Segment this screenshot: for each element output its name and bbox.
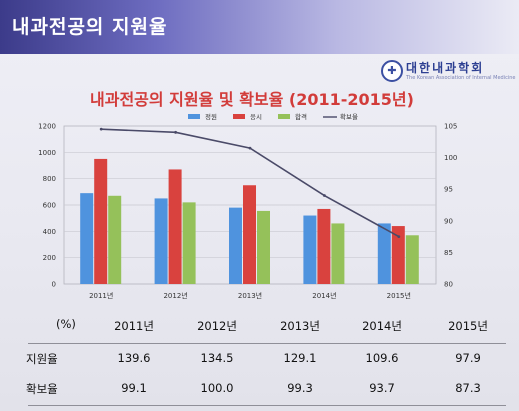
- retention-rate-point: [323, 194, 326, 197]
- retention-rate-point: [174, 130, 178, 134]
- x-tick-label: 2013년: [238, 291, 262, 300]
- table-row-label: 확보율: [26, 382, 58, 396]
- society-emblem-icon: ✚: [381, 60, 403, 82]
- legend-label: 응시: [250, 113, 262, 121]
- y-left-tick-label: 1000: [38, 149, 56, 157]
- retention-rate-point: [248, 146, 252, 150]
- x-tick-label: 2015년: [387, 291, 411, 300]
- society-english-name: The Korean Association of Internal Medic…: [406, 75, 516, 81]
- bar-1: [229, 207, 242, 284]
- y-left-tick-label: 800: [43, 175, 56, 183]
- legend-swatch: [278, 114, 290, 119]
- bar-3: [405, 235, 419, 284]
- table-cell: 109.6: [365, 351, 399, 365]
- header-band: 내과전공의 지원율: [0, 0, 519, 54]
- bar-2: [391, 226, 405, 284]
- chart-title: 내과전공의 지원율 및 확보율 (2011-2015년): [90, 90, 414, 109]
- table-cell: 87.3: [455, 381, 481, 395]
- society-logo: ✚ 대한내과학회 The Korean Association of Inter…: [381, 59, 516, 85]
- table-year-header: 2015년: [448, 319, 488, 333]
- y-right-tick-label: 90: [444, 217, 453, 225]
- x-tick-label: 2014년: [312, 291, 336, 300]
- y-left-tick-label: 200: [43, 254, 56, 262]
- y-right-tick-label: 85: [444, 249, 453, 257]
- bar-2: [243, 185, 256, 284]
- bar-2: [168, 169, 182, 284]
- y-left-tick-label: 600: [43, 202, 56, 210]
- y-left-tick-label: 0: [52, 281, 56, 289]
- society-name: 대한내과학회: [406, 61, 485, 75]
- x-tick-label: 2011년: [89, 291, 113, 300]
- table-year-header: 2013년: [280, 319, 320, 333]
- table-cell: 99.1: [121, 381, 147, 395]
- y-left-tick-label: 400: [43, 228, 56, 236]
- legend-label: 정원: [205, 112, 217, 121]
- table-year-header: 2011년: [114, 319, 154, 333]
- y-right-tick-label: 100: [444, 154, 457, 162]
- table-cell: 100.0: [200, 381, 234, 395]
- table-header-rule: [28, 343, 506, 344]
- bar-1: [154, 198, 168, 284]
- legend-swatch: [188, 114, 200, 119]
- table-cell: 129.1: [283, 351, 317, 365]
- y-right-tick-label: 105: [444, 123, 457, 131]
- table-bottom-rule: [28, 405, 506, 406]
- table-unit-label: (%): [56, 317, 76, 331]
- y-left-tick-label: 1200: [38, 123, 56, 131]
- legend-label: 합격: [295, 112, 307, 121]
- legend-label: 확보율: [340, 112, 358, 121]
- retention-rate-point: [99, 127, 103, 131]
- x-tick-label: 2012년: [163, 291, 187, 300]
- combo-chart: 0 200 400 600 800 1000 1200 80 85 90 95 100 105 2011년…: [38, 112, 457, 300]
- bar-3: [331, 223, 345, 284]
- y-right-tick-label: 95: [444, 186, 453, 194]
- bar-1: [303, 215, 317, 284]
- bar-1: [377, 223, 391, 284]
- bar-1: [80, 193, 94, 284]
- table-row-label: 지원율: [26, 352, 58, 366]
- table-year-header: 2012년: [197, 319, 237, 333]
- bar-3: [257, 210, 270, 284]
- bar-3: [182, 202, 196, 284]
- slide-title: 내과전공의 지원율: [12, 16, 168, 38]
- table-cell: 134.5: [200, 351, 234, 365]
- table-cell: 93.7: [369, 381, 395, 395]
- table-cell: 139.6: [117, 351, 151, 365]
- y-right-tick-label: 80: [444, 281, 453, 289]
- bar-3: [108, 195, 122, 284]
- legend-swatch: [233, 114, 245, 119]
- table-year-header: 2014년: [362, 319, 402, 333]
- table-cell: 97.9: [455, 351, 481, 365]
- table-cell: 99.3: [287, 381, 313, 395]
- bar-2: [94, 158, 108, 284]
- bar-2: [317, 208, 331, 284]
- retention-rate-point: [397, 235, 401, 239]
